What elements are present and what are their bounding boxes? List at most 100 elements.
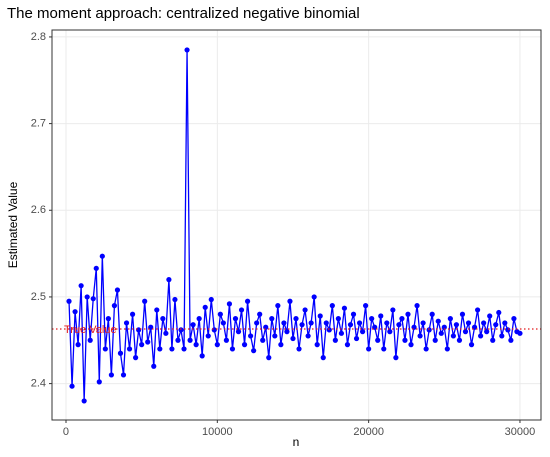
data-point [66, 298, 72, 304]
data-point [123, 320, 130, 326]
data-point [193, 342, 199, 348]
data-point [223, 337, 229, 343]
data-point [163, 330, 169, 336]
data-point [356, 320, 363, 326]
data-point [332, 337, 338, 343]
data-point [450, 333, 456, 339]
data-point [69, 383, 75, 389]
plot-border [51, 29, 542, 421]
data-point [323, 320, 329, 326]
data-point [235, 329, 242, 335]
y-axis-label: Estimated Value [6, 181, 20, 268]
data-point [511, 316, 517, 322]
data-point [238, 307, 245, 313]
data-point [432, 337, 438, 343]
data-point [133, 355, 139, 361]
data-point [169, 346, 175, 352]
data-point [435, 318, 441, 324]
data-point [423, 346, 429, 352]
data-point [160, 316, 166, 322]
data-point [420, 320, 426, 326]
data-point [90, 296, 96, 302]
x-tick-label: 0 [63, 426, 69, 438]
data-point [481, 320, 487, 326]
data-point [290, 335, 296, 342]
y-tick-label: 2.7 [31, 118, 46, 130]
data-point [378, 313, 384, 319]
data-point [441, 324, 447, 330]
data-point [484, 329, 490, 335]
data-point [311, 294, 317, 300]
data-point [172, 296, 178, 303]
data-point [417, 333, 423, 339]
data-point [329, 303, 335, 309]
data-point [208, 296, 214, 303]
data-point [381, 346, 387, 352]
reference-label: True Value [64, 324, 117, 336]
data-point [508, 337, 514, 343]
data-point [254, 320, 260, 326]
data-point [248, 333, 254, 339]
data-point [487, 313, 493, 319]
data-point [105, 316, 111, 322]
data-point [405, 311, 411, 317]
data-point [462, 329, 469, 335]
data-point [287, 298, 293, 304]
data-point [429, 311, 435, 317]
data-point [175, 337, 181, 343]
data-point [190, 322, 196, 328]
data-point [347, 322, 354, 328]
data-point [438, 330, 444, 336]
data-point [399, 316, 405, 322]
data-point [459, 311, 466, 317]
data-point [499, 333, 505, 339]
data-point [493, 322, 499, 328]
data-point [366, 346, 372, 352]
data-point [502, 320, 508, 326]
data-point [278, 342, 284, 348]
data-point [426, 327, 432, 333]
data-point [184, 47, 190, 53]
data-point [108, 372, 114, 378]
data-point [369, 316, 375, 322]
data-point [363, 303, 369, 309]
data-point [338, 330, 345, 336]
x-axis-label: n [293, 435, 300, 449]
data-point [211, 327, 217, 333]
data-point [129, 311, 136, 317]
data-point [275, 303, 281, 309]
data-point [320, 355, 326, 361]
data-point [99, 253, 105, 259]
series-line [68, 49, 521, 401]
data-point [114, 287, 121, 293]
data-point [393, 355, 399, 361]
data-point [402, 337, 408, 343]
data-point [178, 327, 184, 333]
data-point [139, 342, 145, 348]
data-point [350, 311, 357, 317]
x-tick-label: 20000 [353, 426, 384, 438]
data-point [496, 309, 502, 316]
data-point [81, 398, 87, 404]
data-point [142, 298, 148, 304]
data-point [314, 342, 320, 348]
data-point [205, 333, 211, 339]
data-point [269, 316, 275, 322]
data-point [87, 337, 93, 343]
data-point [272, 333, 278, 339]
data-point [117, 350, 124, 356]
data-point [72, 309, 78, 315]
data-point [199, 353, 205, 359]
data-point [465, 320, 472, 326]
data-point [96, 379, 102, 385]
data-point [296, 346, 302, 352]
data-point [444, 346, 450, 352]
y-tick-label: 2.8 [31, 31, 46, 43]
data-point [387, 329, 393, 335]
data-point [375, 337, 381, 343]
data-point [335, 316, 341, 322]
data-point [241, 342, 248, 348]
data-point [111, 303, 118, 309]
data-point [251, 348, 257, 354]
